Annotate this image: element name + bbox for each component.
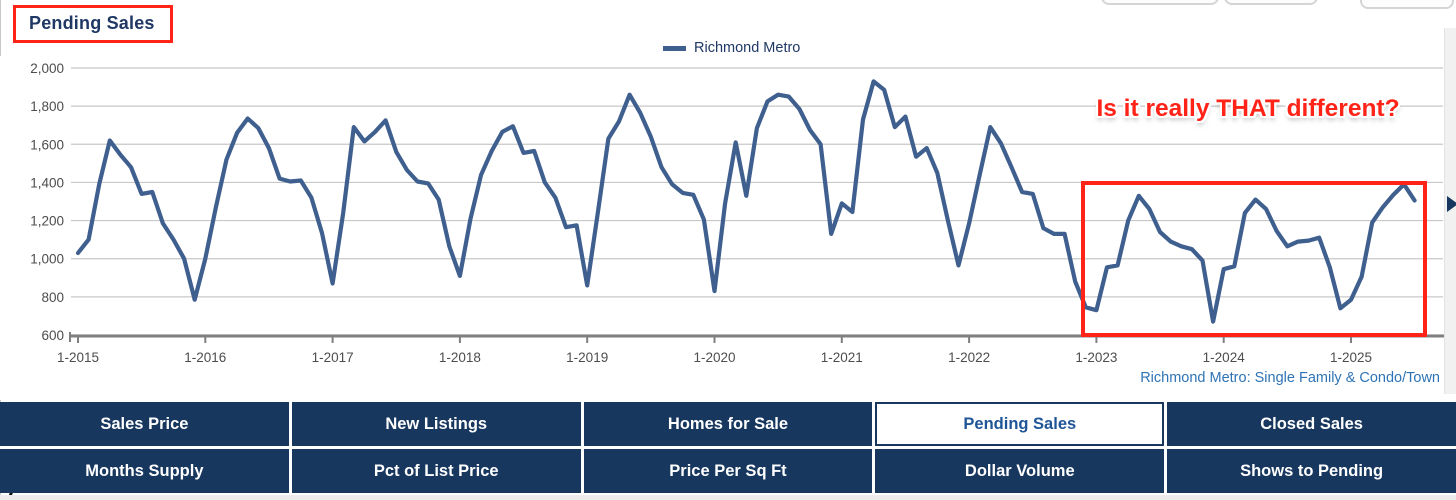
svg-text:1,200: 1,200 — [30, 214, 64, 229]
top-cutoff-button-2[interactable] — [1224, 0, 1318, 5]
left-edge-divider — [0, 0, 1, 56]
title-highlight-box: Pending Sales — [13, 5, 173, 43]
svg-text:1-2022: 1-2022 — [948, 350, 990, 365]
tab-homes-for-sale[interactable]: Homes for Sale — [583, 402, 873, 446]
top-cutoff-button-1[interactable] — [1101, 0, 1219, 5]
tab-price-per-sq-ft[interactable]: Price Per Sq Ft — [583, 449, 873, 493]
tab-pending-sales[interactable]: Pending Sales — [875, 402, 1165, 446]
tab-dollar-volume[interactable]: Dollar Volume — [875, 449, 1165, 493]
svg-text:600: 600 — [41, 328, 64, 343]
svg-text:1-2023: 1-2023 — [1075, 350, 1117, 365]
svg-text:1,400: 1,400 — [30, 175, 64, 190]
tab-sales-price[interactable]: Sales Price — [0, 402, 289, 446]
svg-text:1-2017: 1-2017 — [312, 350, 354, 365]
svg-text:1-2019: 1-2019 — [566, 350, 608, 365]
svg-text:2,000: 2,000 — [30, 61, 64, 76]
right-arrow-marker-icon — [1447, 196, 1456, 212]
tab-months-supply[interactable]: Months Supply — [0, 449, 289, 493]
tab-shows-to-pending[interactable]: Shows to Pending — [1167, 449, 1456, 493]
svg-text:800: 800 — [41, 290, 64, 305]
svg-text:1-2015: 1-2015 — [57, 350, 99, 365]
svg-text:1-2021: 1-2021 — [821, 350, 863, 365]
legend-label: Richmond Metro — [694, 40, 801, 56]
bottom-edge-strip — [0, 495, 1456, 500]
page-title: Pending Sales — [29, 13, 155, 33]
chart-footnote: Richmond Metro: Single Family & Condo/To… — [1140, 370, 1440, 386]
tab-pct-of-list-price[interactable]: Pct of List Price — [291, 449, 581, 493]
svg-text:1,800: 1,800 — [30, 99, 64, 114]
chart-legend: Richmond Metro — [663, 40, 800, 56]
svg-text:1-2025: 1-2025 — [1330, 350, 1372, 365]
svg-text:1,000: 1,000 — [30, 252, 64, 267]
svg-text:1,600: 1,600 — [30, 137, 64, 152]
red-annotation-text: Is it really THAT different? — [1096, 95, 1400, 122]
red-focus-box — [1081, 181, 1427, 337]
tab-new-listings[interactable]: New Listings — [291, 402, 581, 446]
metric-nav: Sales Price New Listings Homes for Sale … — [0, 402, 1456, 493]
chart-canvas: 600 800 1,000 1,200 1,400 1,600 1,800 2,000 1-20… — [30, 61, 1446, 365]
svg-text:1-2018: 1-2018 — [439, 350, 481, 365]
tab-closed-sales[interactable]: Closed Sales — [1167, 402, 1456, 446]
svg-text:1-2020: 1-2020 — [693, 350, 735, 365]
svg-text:1-2016: 1-2016 — [184, 350, 226, 365]
top-cutoff-button-3[interactable] — [1360, 0, 1454, 9]
svg-text:1-2024: 1-2024 — [1203, 350, 1246, 365]
legend-line-swatch-icon — [663, 45, 686, 51]
